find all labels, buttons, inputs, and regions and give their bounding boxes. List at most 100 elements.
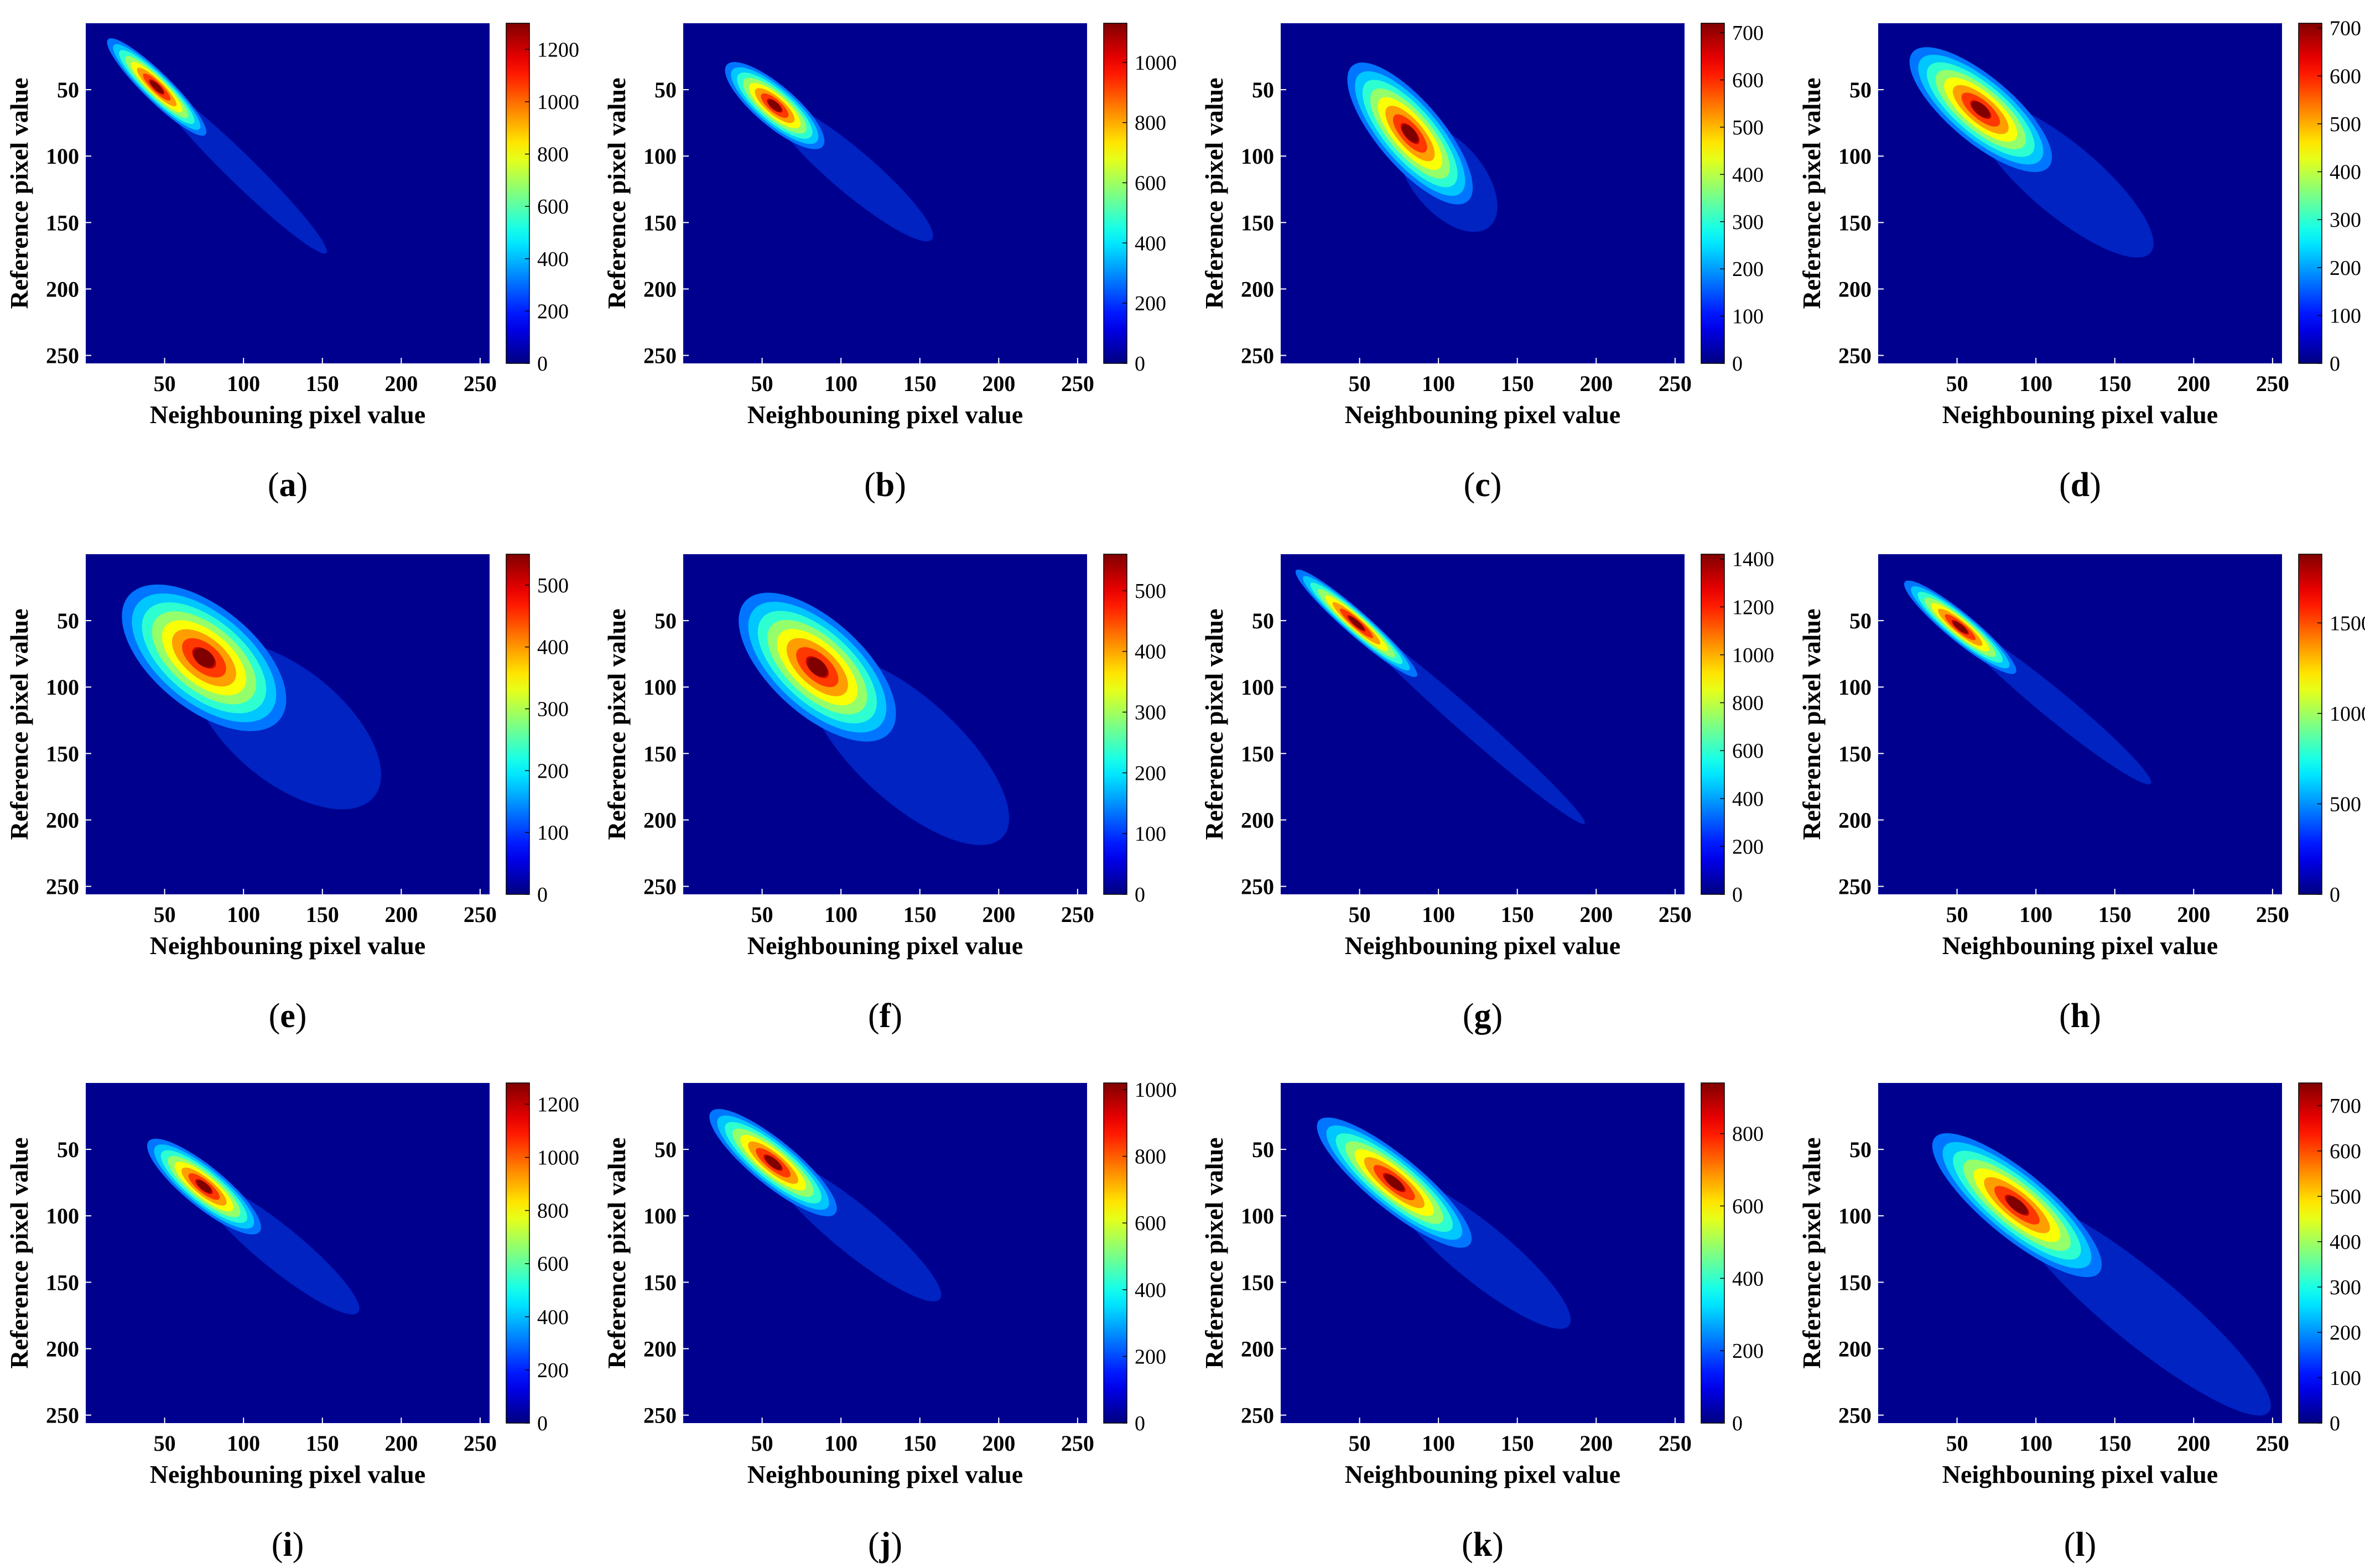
caption-letter-j: j: [879, 1526, 891, 1564]
x-tick-label-l-1: 100: [2019, 1431, 2052, 1456]
x-axis-label-b: Neighbouning pixel value: [747, 400, 1023, 429]
y-tick-label-l-0: 50: [1849, 1137, 1872, 1162]
colorbar-tick-label-k-1: 200: [1732, 1340, 1764, 1363]
x-axis-label-e: Neighbouning pixel value: [150, 931, 425, 960]
y-tick-label-g-4: 250: [1241, 874, 1274, 899]
caption-letter-g: g: [1474, 997, 1491, 1035]
colorbar-i: [506, 1082, 530, 1424]
colorbar-tick-label-j-1: 200: [1135, 1345, 1166, 1368]
y-tick-label-k-2: 150: [1241, 1270, 1274, 1295]
colorbar-tick-label-l-6: 600: [2330, 1140, 2361, 1163]
y-tick-label-d-3: 200: [1838, 277, 1872, 301]
colorbar-k: [1701, 1082, 1725, 1424]
y-tick-label-f-0: 50: [654, 608, 677, 633]
colorbar-tick-label-l-0: 0: [2330, 1412, 2340, 1435]
x-tick-label-f-4: 250: [1061, 902, 1094, 927]
colorbar-tick-label-g-1: 200: [1732, 835, 1764, 858]
y-tick-label-l-3: 200: [1838, 1336, 1872, 1361]
colorbar-tick-label-a-1: 200: [537, 300, 569, 323]
y-tick-label-i-4: 250: [46, 1403, 79, 1428]
panel-j: 50 100 150 200 250 50 100 150 200 250 Neighbouning…: [602, 1079, 1177, 1564]
colorbar-tick-label-l-7: 700: [2330, 1095, 2361, 1118]
colorbar-tick-label-d-4: 400: [2330, 161, 2361, 184]
y-tick-label-j-0: 50: [654, 1137, 677, 1162]
x-tick-label-j-0: 50: [751, 1431, 773, 1456]
caption-letter-h: h: [2071, 997, 2089, 1035]
x-tick-label-b-0: 50: [751, 371, 773, 396]
x-tick-label-i-0: 50: [154, 1431, 176, 1456]
y-tick-label-b-3: 200: [643, 277, 677, 301]
density-i: [147, 1138, 360, 1315]
colorbar-tick-label-g-7: 1400: [1732, 548, 1774, 571]
y-tick-label-l-4: 250: [1838, 1403, 1872, 1428]
caption-k: (k): [1462, 1526, 1504, 1564]
x-axis-label-l: Neighbouning pixel value: [1942, 1460, 2218, 1488]
caption-letter-b: b: [876, 466, 895, 504]
y-tick-label-k-3: 200: [1241, 1336, 1274, 1361]
x-tick-label-f-0: 50: [751, 902, 773, 927]
x-tick-label-g-1: 100: [1422, 902, 1455, 927]
x-tick-label-a-1: 100: [227, 371, 260, 396]
y-axis-label-c: Reference pixel value: [1200, 77, 1228, 309]
colorbar-tick-label-j-2: 400: [1135, 1279, 1166, 1302]
colorbar-tick-label-i-2: 400: [537, 1306, 569, 1329]
y-tick-label-a-2: 150: [46, 210, 79, 235]
colorbar-tick-label-d-7: 700: [2330, 17, 2361, 40]
y-tick-label-e-0: 50: [57, 608, 79, 633]
colorbar-tick-label-j-3: 600: [1135, 1212, 1166, 1235]
x-tick-label-j-1: 100: [824, 1431, 857, 1456]
caption-letter-k: k: [1473, 1526, 1493, 1564]
density-peak-l: [2006, 1196, 2028, 1215]
x-tick-label-b-3: 200: [982, 371, 1015, 396]
y-tick-label-i-2: 150: [46, 1270, 79, 1295]
y-tick-label-a-3: 200: [46, 277, 79, 301]
caption-d: (d): [2059, 466, 2101, 504]
x-tick-label-b-1: 100: [824, 371, 857, 396]
colorbar-tick-label-d-1: 100: [2330, 304, 2361, 327]
x-tick-label-d-2: 150: [2098, 371, 2132, 396]
x-tick-label-i-1: 100: [227, 1431, 260, 1456]
y-tick-label-k-0: 50: [1252, 1137, 1274, 1162]
colorbar-tick-label-i-3: 600: [537, 1253, 569, 1276]
y-tick-label-d-0: 50: [1849, 77, 1872, 102]
colorbar-c: [1701, 23, 1725, 364]
y-tick-label-i-1: 100: [46, 1204, 79, 1228]
colorbar-tick-label-k-3: 600: [1732, 1195, 1764, 1218]
x-axis-label-h: Neighbouning pixel value: [1942, 931, 2218, 960]
colorbar-b: [1103, 23, 1127, 364]
colorbar-tick-label-c-0: 0: [1732, 352, 1743, 376]
panel-b: 50 100 150 200 250 50 100 150 200 250 Neighbouning…: [602, 23, 1177, 504]
x-tick-label-e-4: 250: [464, 902, 497, 927]
caption-letter-e: e: [280, 997, 295, 1035]
caption-c: (c): [1464, 466, 1502, 504]
density-b: [725, 62, 933, 242]
x-tick-label-d-3: 200: [2177, 371, 2210, 396]
colorbar-tick-label-f-3: 300: [1135, 701, 1166, 725]
y-tick-label-l-1: 100: [1838, 1204, 1872, 1228]
y-axis-label-a: Reference pixel value: [5, 77, 33, 309]
x-tick-label-e-0: 50: [154, 902, 176, 927]
x-axis-label-c: Neighbouning pixel value: [1345, 400, 1620, 429]
density-peak-e: [193, 648, 215, 668]
y-tick-label-c-4: 250: [1241, 343, 1274, 368]
colorbar-tick-label-c-3: 300: [1732, 211, 1764, 234]
x-tick-label-e-1: 100: [227, 902, 260, 927]
colorbar-tick-label-i-1: 200: [537, 1359, 569, 1382]
density-k: [1317, 1117, 1571, 1329]
colorbar-l: [2298, 1082, 2322, 1424]
panel-l: 50 100 150 200 250 50 100 150 200 250 Neighbouning…: [1797, 1082, 2361, 1564]
x-tick-label-h-3: 200: [2177, 902, 2210, 927]
density-peak-k: [1384, 1174, 1404, 1191]
x-tick-label-i-4: 250: [464, 1431, 497, 1456]
y-axis-label-d: Reference pixel value: [1797, 77, 1826, 309]
x-tick-label-a-0: 50: [154, 371, 176, 396]
y-tick-label-d-2: 150: [1838, 210, 1872, 235]
density-h: [1904, 580, 2151, 785]
x-tick-label-i-2: 150: [306, 1431, 339, 1456]
colorbar-tick-label-f-5: 500: [1135, 580, 1166, 603]
colorbar-tick-label-j-4: 800: [1135, 1145, 1166, 1169]
caption-letter-d: d: [2071, 466, 2089, 504]
y-tick-label-e-4: 250: [46, 874, 79, 899]
y-tick-label-f-3: 200: [643, 808, 677, 832]
caption-g: (g): [1463, 997, 1503, 1035]
